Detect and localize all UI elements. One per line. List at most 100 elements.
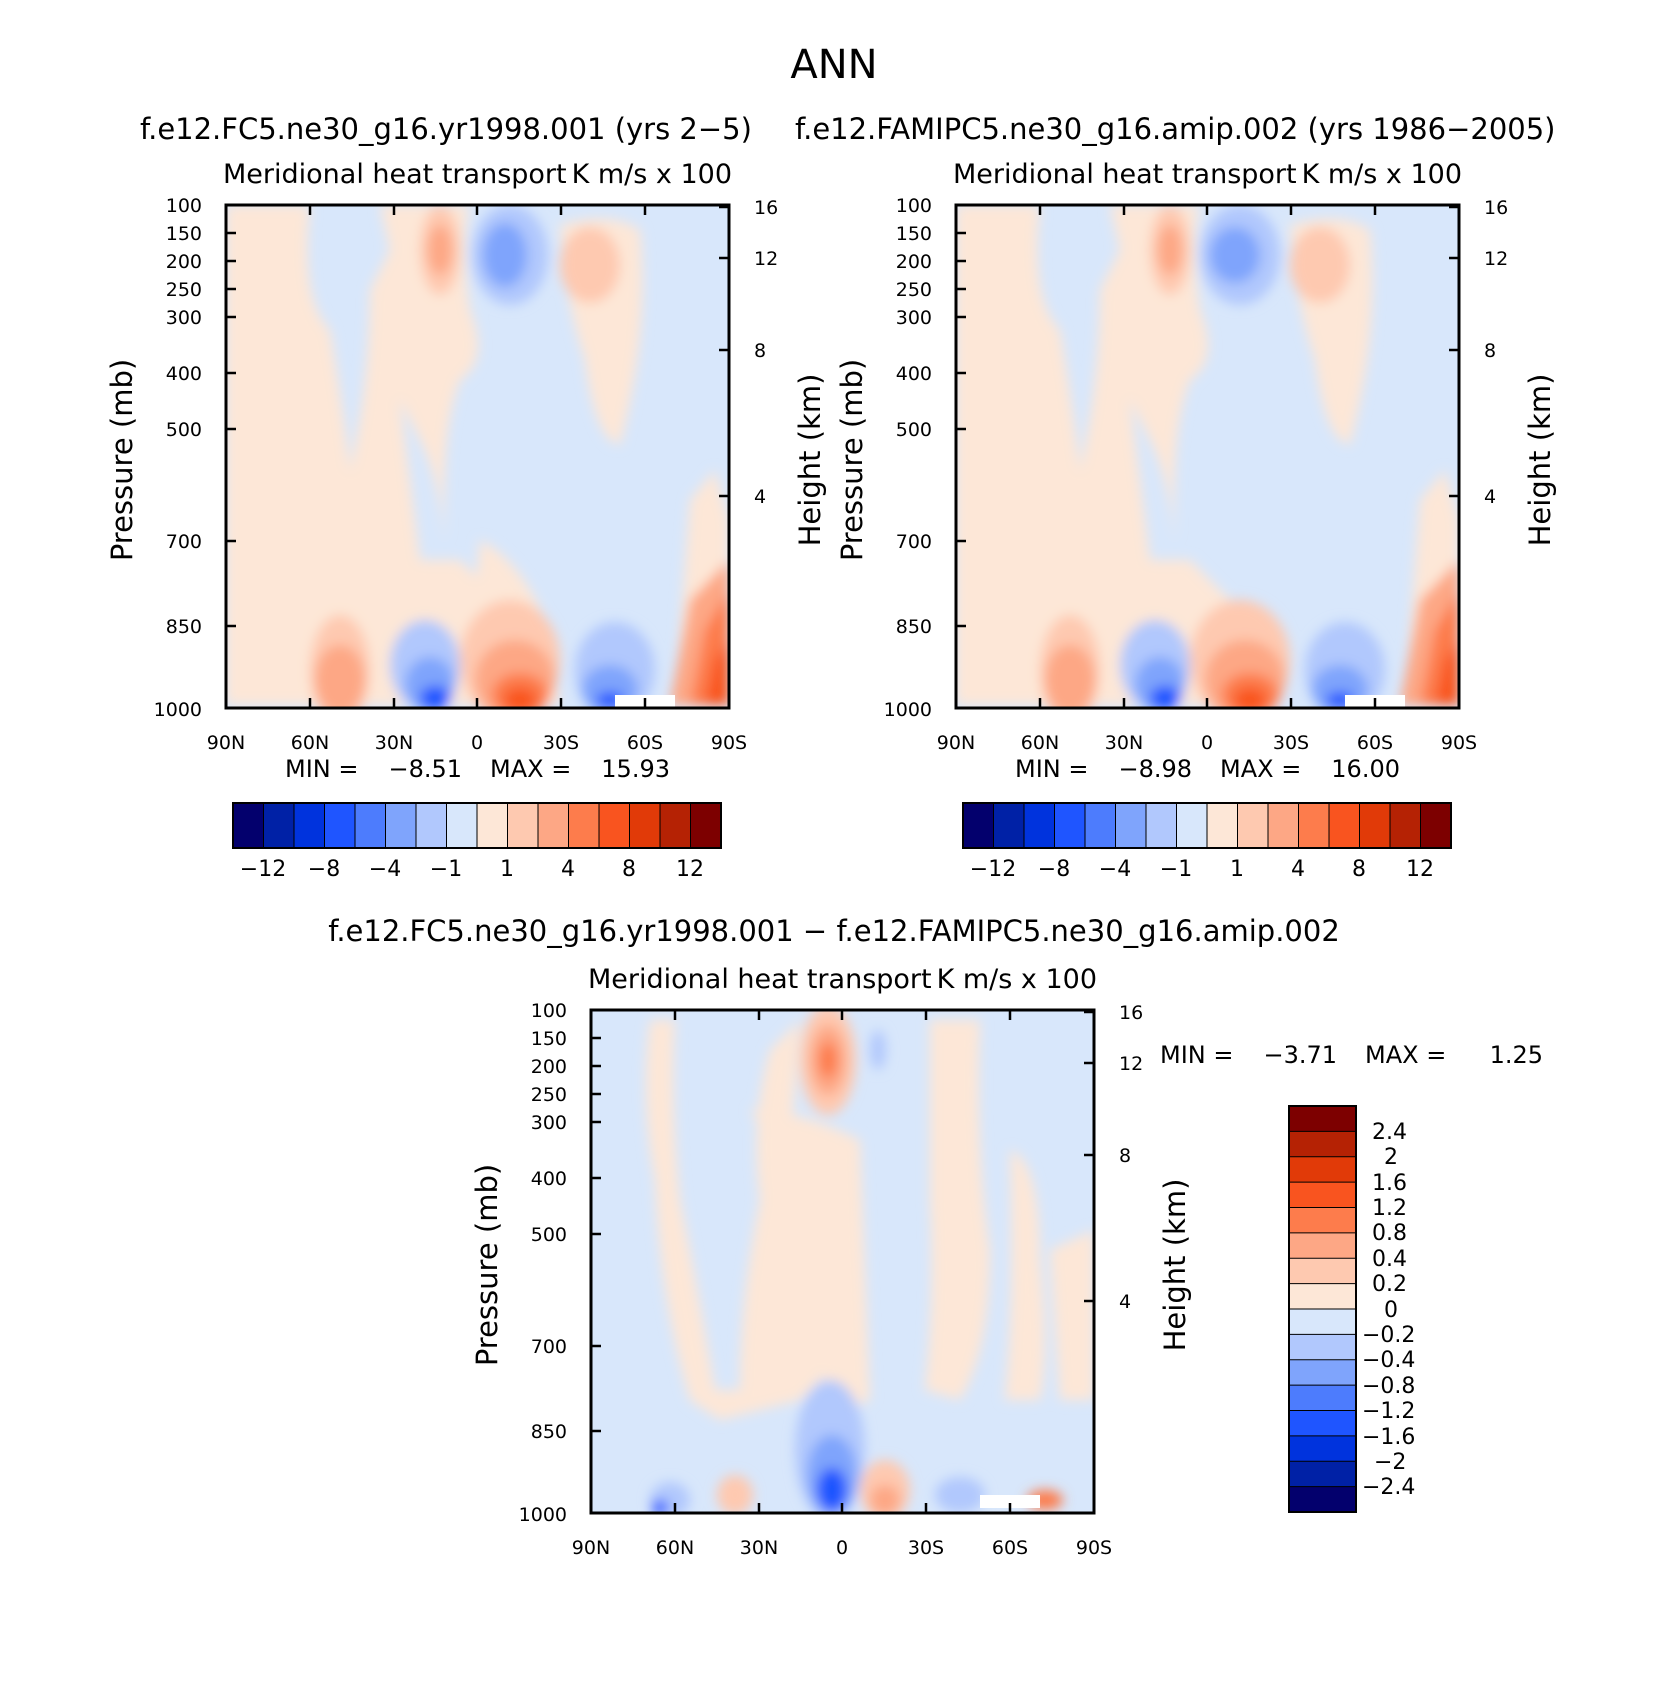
colorbar-label: 1 [1230, 857, 1244, 882]
y-tick-label: 500 [166, 419, 202, 441]
colorbar-swatch [568, 802, 600, 849]
y-tick-label: 500 [896, 419, 932, 441]
y-tick-label: 850 [896, 616, 932, 638]
x-tick-label: 60N [1021, 732, 1059, 754]
right-string: K m/s x 100 [937, 964, 1097, 995]
min-label: MIN = [285, 755, 358, 783]
y-tick-label: 100 [166, 195, 202, 217]
colorbar-swatch [1288, 1333, 1357, 1361]
colorbar-label: 12 [676, 857, 704, 882]
x-tick-label: 0 [471, 732, 483, 754]
colorbar-label: −1 [430, 857, 462, 882]
min-label: MIN = [1160, 1041, 1233, 1069]
colorbar-label: −2.4 [1362, 1475, 1415, 1500]
colorbar-label: −8 [308, 857, 340, 882]
max-value: 1.25 [1490, 1041, 1543, 1069]
x-tick-label: 60N [656, 1537, 694, 1559]
colorbar-label: 8 [1352, 857, 1366, 882]
colorbar-label: 1.6 [1372, 1171, 1407, 1196]
panel-obs: f.e12.FAMIPC5.ne30_g16.amip.002 (yrs 198… [795, 112, 1557, 882]
y-tick-label: 400 [531, 1168, 567, 1190]
left-string: Meridional heat transport [953, 159, 1297, 190]
colorbar-swatch [1288, 1130, 1357, 1158]
y-axis-right: 16 12 8 4 [1449, 197, 1508, 508]
x-tick-label: 30N [1105, 732, 1143, 754]
max-label: MAX = [1220, 755, 1301, 783]
colorbar-label: −4 [1099, 857, 1131, 882]
colorbar-swatch [263, 802, 295, 849]
x-tick-label: 60S [1357, 732, 1393, 754]
colorbar-swatch [1288, 1359, 1357, 1387]
colorbar-swatch [1267, 802, 1300, 849]
colorbar-label: 4 [1291, 857, 1305, 882]
y-tick-label: 700 [166, 531, 202, 553]
colorbar-swatch [1288, 1181, 1357, 1209]
min-max-readout: MIN = −8.51 MAX = 15.93 [285, 755, 670, 783]
colorbar-swatch [1054, 802, 1086, 849]
colorbar-swatch [993, 802, 1025, 849]
y-axis-title-right: Height (km) [793, 374, 827, 547]
height-tick-label: 8 [1484, 340, 1496, 362]
colorbar-swatch [1288, 1105, 1357, 1133]
colorbar-swatch [1298, 802, 1330, 849]
height-tick-label: 8 [1119, 1145, 1131, 1167]
y-axis-title-right: Height (km) [1523, 374, 1557, 547]
y-tick-label: 700 [896, 531, 932, 553]
right-string: K m/s x 100 [1302, 159, 1462, 190]
y-tick-label: 1000 [519, 1504, 567, 1526]
colorbar-vertical: 2.4 2 1.6 1.2 0.8 0.4 0.2 0 −0.2 −0.4 −0… [1288, 1105, 1415, 1513]
colorbar-label: 12 [1406, 857, 1434, 882]
y-tick-label: 400 [896, 363, 932, 385]
height-tick-label: 16 [754, 197, 778, 219]
colorbar-swatch [1237, 802, 1269, 849]
colorbar-label: −8 [1038, 857, 1070, 882]
height-tick-label: 12 [1119, 1053, 1143, 1075]
min-label: MIN = [1015, 755, 1088, 783]
colorbar-label: −0.4 [1362, 1348, 1415, 1373]
x-tick-label: 90S [1076, 1537, 1112, 1559]
y-tick-label: 150 [166, 223, 202, 245]
x-tick-label: 30S [908, 1537, 944, 1559]
y-tick-label: 700 [531, 1336, 567, 1358]
case-title: f.e12.FAMIPC5.ne30_g16.amip.002 (yrs 198… [795, 112, 1556, 146]
max-value: 15.93 [601, 755, 670, 783]
colorbar-label: −0.8 [1362, 1374, 1415, 1399]
diff-title: f.e12.FC5.ne30_g16.yr1998.001 − f.e12.FA… [328, 914, 1340, 948]
right-string: K m/s x 100 [572, 159, 732, 190]
colorbar-swatch [354, 802, 387, 849]
y-tick-label: 250 [531, 1084, 567, 1106]
height-tick-label: 12 [1484, 248, 1508, 270]
colorbar-label: 8 [622, 857, 636, 882]
left-string: Meridional heat transport [223, 159, 567, 190]
colorbar-label: 0.8 [1372, 1221, 1407, 1246]
y-tick-label: 300 [531, 1112, 567, 1134]
colorbar-swatch [1206, 802, 1239, 849]
x-axis: 90N 60N 30N 0 30S 60S 90S [572, 1010, 1112, 1559]
y-tick-label: 100 [531, 1000, 567, 1022]
colorbar-label: −1 [1160, 857, 1192, 882]
y-tick-label: 300 [166, 307, 202, 329]
colorbar-swatch [598, 802, 631, 849]
x-tick-label: 90N [572, 1537, 610, 1559]
colorbar-swatch [1288, 1156, 1357, 1184]
colorbar-label: −1.6 [1362, 1425, 1415, 1450]
colorbar-swatches [232, 802, 722, 849]
height-tick-label: 8 [754, 340, 766, 362]
y-tick-label: 300 [896, 307, 932, 329]
colorbar-label: 2 [1384, 1145, 1398, 1170]
colorbar-swatch [1084, 802, 1117, 849]
colorbar-label: 0.2 [1372, 1272, 1407, 1297]
colorbar-swatch [1145, 802, 1178, 849]
colorbar-swatch [1328, 802, 1361, 849]
colorbar-swatch [1176, 802, 1208, 849]
colorbar-label: −2 [1374, 1450, 1406, 1475]
y-tick-label: 400 [166, 363, 202, 385]
colorbar-swatch [507, 802, 539, 849]
y-axis-left: 100 150 200 250 300 400 500 700 850 1000 [154, 195, 236, 721]
colorbar-swatch [629, 802, 661, 849]
y-tick-label: 150 [896, 223, 932, 245]
colorbar-label: 1 [500, 857, 514, 882]
colorbar-swatch [1359, 802, 1391, 849]
colorbar-swatch [1389, 802, 1422, 849]
